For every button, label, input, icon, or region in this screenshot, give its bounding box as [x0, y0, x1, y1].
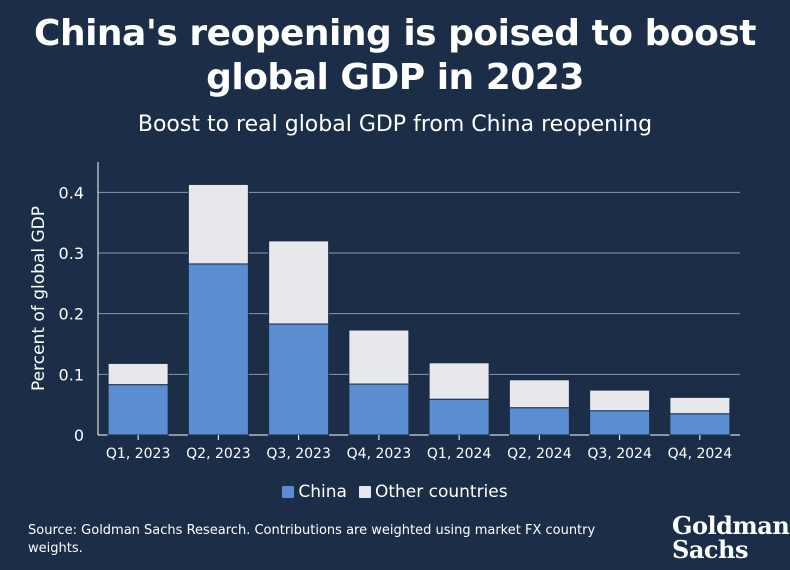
chart-title: China's reopening is poised to boost glo… — [0, 12, 790, 100]
x-tick-label: Q4, 2023 — [347, 446, 411, 462]
bar-china — [589, 410, 651, 436]
chart-title-line2: global GDP in 2023 — [206, 57, 584, 98]
bar-other — [107, 362, 169, 386]
logo-line1: Goldman — [672, 511, 790, 540]
bar-other — [589, 389, 651, 412]
x-tick-label: Q2, 2023 — [186, 446, 250, 462]
bar-china — [107, 384, 169, 436]
bar-other — [428, 362, 490, 400]
bar-china — [187, 263, 249, 436]
bar-other — [268, 240, 330, 325]
bar-other — [508, 379, 570, 409]
y-tick-label: 0.2 — [59, 305, 84, 324]
x-tick-label: Q4, 2024 — [668, 446, 733, 462]
legend-item-other: Other countries — [358, 482, 508, 502]
bar-china — [348, 383, 410, 436]
y-axis-label: Percent of global GDP — [29, 206, 49, 391]
y-tick-label: 0 — [74, 426, 84, 445]
y-tick-label: 0.3 — [59, 244, 84, 263]
x-tick-label: Q3, 2024 — [587, 446, 652, 462]
x-tick-label: Q3, 2023 — [266, 446, 330, 462]
chart-subtitle: Boost to real global GDP from China reop… — [137, 112, 653, 137]
legend-item-china: China — [282, 482, 347, 502]
source-note: Source: Goldman Sachs Research. Contribu… — [28, 523, 596, 556]
bar-china — [268, 323, 330, 436]
legend-swatch-china — [282, 486, 295, 498]
legend-label-other: Other countries — [374, 482, 508, 502]
x-tick-label: Q2, 2024 — [507, 446, 572, 462]
goldman-sachs-logo: Goldman Sachs — [672, 511, 790, 564]
bar-other — [348, 329, 410, 385]
x-tick-label: Q1, 2023 — [106, 446, 170, 462]
bar-china — [669, 413, 731, 436]
legend: China Other countries — [0, 482, 790, 502]
bar-china — [428, 398, 490, 436]
logo-line2: Sachs — [672, 535, 748, 564]
bar-other — [669, 396, 731, 415]
bar-china — [508, 407, 570, 436]
y-tick-label: 0.4 — [59, 183, 84, 202]
bar-other — [187, 183, 249, 265]
chart-title-line1: China's reopening is poised to boost — [34, 13, 756, 54]
x-tick-label: Q1, 2024 — [427, 446, 492, 462]
legend-label-china: China — [298, 482, 347, 502]
y-tick-label: 0.1 — [59, 365, 84, 384]
legend-swatch-other — [358, 486, 371, 498]
